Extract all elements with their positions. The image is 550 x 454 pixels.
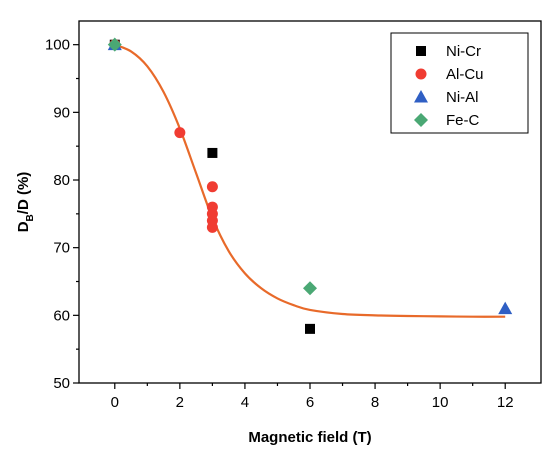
- x-tick-label: 10: [432, 394, 449, 411]
- data-point-ni-al: [498, 301, 513, 315]
- legend-label: Al-Cu: [446, 66, 484, 83]
- data-point-ni-cr: [305, 323, 315, 334]
- legend-box: [390, 32, 529, 134]
- y-axis-title-subscript: B: [25, 214, 36, 221]
- axis-tick-labels: 0 2 4 6 8 10 12 50 60 70 80 90 100: [45, 37, 514, 411]
- axis-ticks: [73, 44, 506, 389]
- y-tick-label: 50: [53, 375, 70, 392]
- legend-label: Ni-Cr: [446, 43, 481, 60]
- y-tick-label: 60: [53, 307, 70, 324]
- legend-marker-al-cu: [415, 68, 427, 80]
- data-point-al-cu: [206, 221, 218, 233]
- x-tick-label: 12: [497, 394, 514, 411]
- x-tick-label: 6: [306, 394, 314, 411]
- data-point-fe-c: [107, 37, 122, 52]
- y-axis-title-main: D: [15, 221, 32, 232]
- legend-marker-ni-al: [414, 90, 428, 103]
- x-tick-label: 8: [371, 394, 379, 411]
- y-axis-title: DB/D (%): [15, 172, 36, 233]
- legend-label: Ni-Al: [446, 89, 479, 106]
- x-axis-title: Magnetic field (T): [248, 429, 371, 446]
- data-point-ni-cr: [207, 147, 218, 158]
- legend-label: Fe-C: [446, 112, 480, 129]
- x-tick-label: 0: [111, 394, 119, 411]
- y-tick-label: 70: [53, 240, 70, 257]
- legend: Ni-Cr Al-Cu Ni-Al Fe-C: [390, 32, 529, 134]
- y-tick-label: 90: [53, 104, 70, 121]
- fit-curve: [114, 43, 506, 318]
- y-tick-label: 80: [53, 172, 70, 189]
- data-point-al-cu: [174, 127, 186, 139]
- data-point-fe-c: [303, 281, 317, 296]
- legend-marker-ni-cr: [416, 46, 426, 56]
- y-tick-label: 100: [45, 37, 70, 54]
- x-tick-label: 2: [176, 394, 184, 411]
- x-tick-label: 4: [241, 394, 249, 411]
- y-axis-title-rest: /D (%): [15, 172, 32, 215]
- data-markers: [107, 37, 513, 334]
- legend-marker-fe-c: [414, 113, 428, 127]
- data-point-al-cu: [206, 181, 218, 193]
